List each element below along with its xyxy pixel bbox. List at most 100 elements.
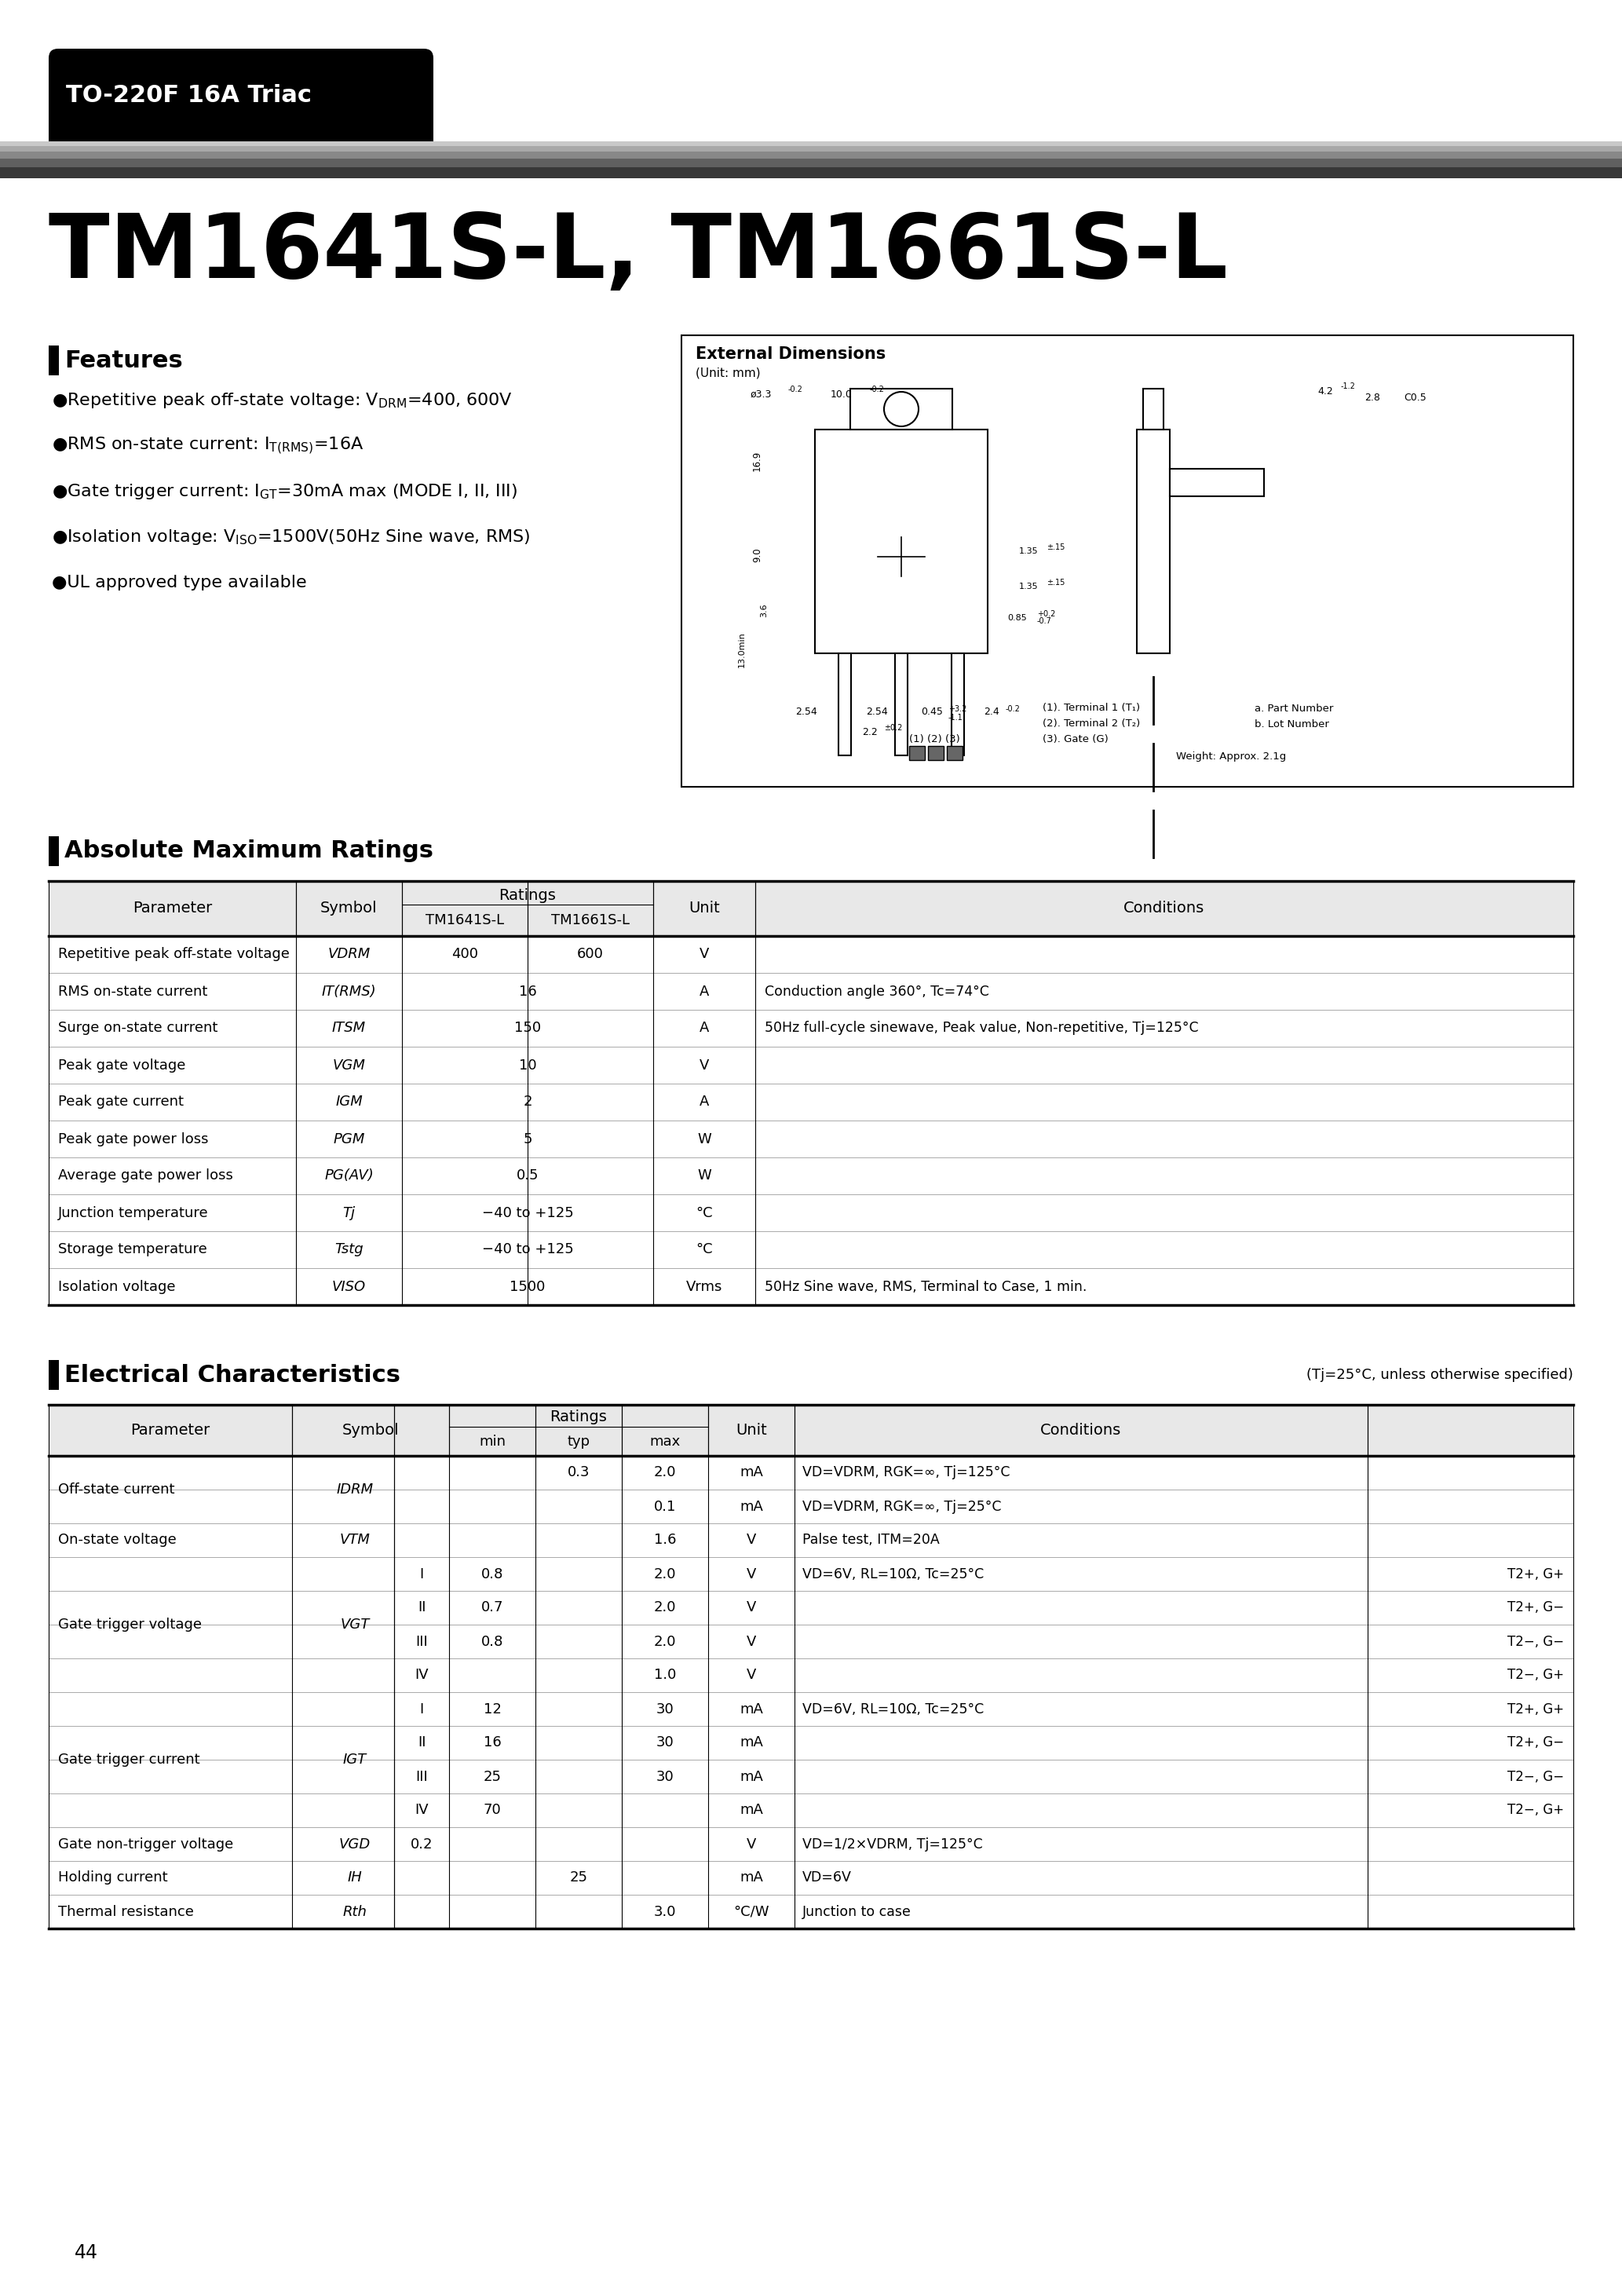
Text: 30: 30 — [655, 1770, 673, 1784]
Text: T2+, G+: T2+, G+ — [1507, 1566, 1564, 1582]
Text: Unit: Unit — [736, 1424, 767, 1437]
Text: Parameter: Parameter — [133, 900, 212, 916]
Text: T2−, G−: T2−, G− — [1507, 1635, 1564, 1649]
Text: T2−, G+: T2−, G+ — [1507, 1669, 1564, 1683]
Text: ●Gate trigger current: I$_{\mathregular{GT}}$=30mA max (MODE I, II, III): ●Gate trigger current: I$_{\mathregular{… — [52, 482, 517, 501]
Text: -0.2: -0.2 — [1006, 705, 1020, 714]
Text: Parameter: Parameter — [131, 1424, 211, 1437]
Text: 0.45: 0.45 — [921, 707, 942, 716]
Text: II: II — [417, 1736, 425, 1750]
Text: Symbol: Symbol — [321, 900, 378, 916]
Text: ±.15: ±.15 — [1046, 544, 1066, 551]
Text: ●RMS on-state current: I$_{\mathregular{T(RMS)}}$=16A: ●RMS on-state current: I$_{\mathregular{… — [52, 436, 363, 457]
Text: 5: 5 — [522, 1132, 532, 1146]
Text: C0.5: C0.5 — [1403, 393, 1426, 404]
Text: Conditions: Conditions — [1041, 1424, 1121, 1437]
Bar — [49, 1405, 1573, 1456]
Text: TM1641S-L: TM1641S-L — [425, 914, 504, 928]
Text: Tj: Tj — [342, 1205, 355, 1219]
Text: VD=VDRM, RGK=∞, Tj=125°C: VD=VDRM, RGK=∞, Tj=125°C — [803, 1465, 1011, 1479]
Text: A: A — [699, 1095, 709, 1109]
Bar — [49, 1359, 58, 1389]
Text: 16: 16 — [483, 1736, 501, 1750]
Text: External Dimensions: External Dimensions — [696, 347, 886, 363]
Text: 2.0: 2.0 — [654, 1465, 676, 1479]
Text: (Tj=25°C, unless otherwise specified): (Tj=25°C, unless otherwise specified) — [1306, 1368, 1573, 1382]
Text: IV: IV — [415, 1802, 428, 1818]
Text: 2.0: 2.0 — [654, 1566, 676, 1582]
Text: Features: Features — [65, 349, 183, 372]
Text: IDRM: IDRM — [336, 1483, 373, 1497]
Bar — [910, 746, 925, 760]
Text: V: V — [699, 948, 709, 962]
Circle shape — [884, 393, 918, 427]
Text: 400: 400 — [451, 948, 478, 962]
Text: I: I — [420, 1566, 423, 1582]
Bar — [0, 147, 1622, 152]
Text: 16.9: 16.9 — [753, 450, 762, 471]
Text: mA: mA — [740, 1499, 762, 1513]
Text: A: A — [699, 1022, 709, 1035]
Text: PGM: PGM — [333, 1132, 365, 1146]
Text: Palse test, ITM=20A: Palse test, ITM=20A — [803, 1534, 939, 1548]
Bar — [49, 882, 1573, 937]
Text: 10: 10 — [519, 1058, 537, 1072]
Bar — [850, 388, 952, 429]
Text: -0.2: -0.2 — [869, 386, 884, 393]
Text: °C/W: °C/W — [733, 1906, 769, 1919]
Text: W: W — [697, 1169, 710, 1182]
Bar — [49, 96, 433, 142]
Text: 2.54: 2.54 — [866, 707, 887, 716]
Text: 0.85: 0.85 — [1007, 613, 1027, 622]
Text: °C: °C — [696, 1205, 712, 1219]
Text: Vrms: Vrms — [686, 1279, 722, 1293]
Text: W: W — [697, 1132, 710, 1146]
Text: VD=6V, RL=10Ω, Tc=25°C: VD=6V, RL=10Ω, Tc=25°C — [803, 1701, 985, 1715]
Text: ●UL approved type available: ●UL approved type available — [52, 574, 307, 590]
Text: 600: 600 — [577, 948, 603, 962]
Text: (1). Terminal 1 (T₁): (1). Terminal 1 (T₁) — [1043, 703, 1140, 714]
Text: ø3.3: ø3.3 — [751, 388, 772, 400]
Text: 0.5: 0.5 — [516, 1169, 539, 1182]
Text: Surge on-state current: Surge on-state current — [58, 1022, 217, 1035]
Text: V: V — [746, 1600, 756, 1614]
Text: V: V — [746, 1669, 756, 1683]
Text: Symbol: Symbol — [342, 1424, 399, 1437]
Text: ±.15: ±.15 — [1046, 579, 1066, 585]
Bar — [49, 836, 58, 866]
Bar — [814, 429, 988, 654]
Text: V: V — [746, 1566, 756, 1582]
Text: 4.2: 4.2 — [1317, 386, 1333, 397]
Text: min: min — [478, 1435, 506, 1449]
Text: 1.0: 1.0 — [654, 1669, 676, 1683]
Text: mA: mA — [740, 1736, 762, 1750]
Text: Conditions: Conditions — [1124, 900, 1205, 916]
Text: 3.6: 3.6 — [761, 604, 767, 618]
Text: Repetitive peak off-state voltage: Repetitive peak off-state voltage — [58, 948, 290, 962]
Bar — [681, 335, 1573, 788]
Text: Average gate power loss: Average gate power loss — [58, 1169, 234, 1182]
Text: typ: typ — [568, 1435, 590, 1449]
Text: mA: mA — [740, 1770, 762, 1784]
Text: Unit: Unit — [689, 900, 720, 916]
Text: VD=VDRM, RGK=∞, Tj=25°C: VD=VDRM, RGK=∞, Tj=25°C — [803, 1499, 1001, 1513]
Text: TM1661S-L: TM1661S-L — [551, 914, 629, 928]
Text: VGM: VGM — [333, 1058, 365, 1072]
Text: a. Part Number: a. Part Number — [1254, 703, 1333, 714]
Text: T2−, G+: T2−, G+ — [1507, 1802, 1564, 1818]
Text: Gate trigger current: Gate trigger current — [58, 1752, 200, 1766]
Text: 1500: 1500 — [509, 1279, 545, 1293]
Text: 1.35: 1.35 — [1019, 546, 1038, 556]
Bar — [947, 746, 962, 760]
Text: °C: °C — [696, 1242, 712, 1256]
Text: Thermal resistance: Thermal resistance — [58, 1906, 193, 1919]
Text: mA: mA — [740, 1871, 762, 1885]
Text: −40 to +125: −40 to +125 — [482, 1242, 574, 1256]
Text: TM1641S-L, TM1661S-L: TM1641S-L, TM1661S-L — [49, 209, 1228, 296]
Text: V: V — [746, 1635, 756, 1649]
Text: VD=6V: VD=6V — [803, 1871, 852, 1885]
Text: III: III — [415, 1770, 428, 1784]
Text: ●Repetitive peak off-state voltage: V$_{\mathregular{DRM}}$=400, 600V: ●Repetitive peak off-state voltage: V$_{… — [52, 390, 513, 411]
Text: VDRM: VDRM — [328, 948, 370, 962]
Bar — [928, 746, 944, 760]
